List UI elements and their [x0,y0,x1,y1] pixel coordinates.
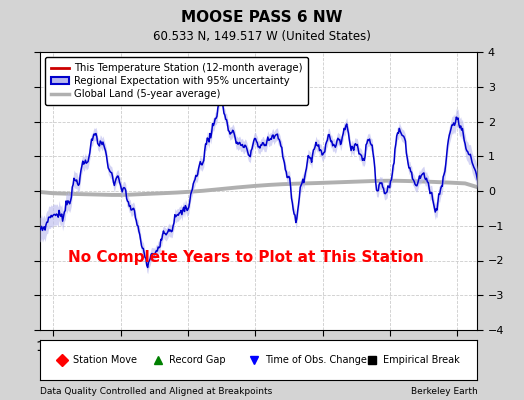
Text: Data Quality Controlled and Aligned at Breakpoints: Data Quality Controlled and Aligned at B… [40,387,272,396]
Legend: This Temperature Station (12-month average), Regional Expectation with 95% uncer: This Temperature Station (12-month avera… [45,57,308,105]
Text: Time of Obs. Change: Time of Obs. Change [265,355,367,365]
Text: 60.533 N, 149.517 W (United States): 60.533 N, 149.517 W (United States) [153,30,371,43]
Text: Berkeley Earth: Berkeley Earth [411,387,477,396]
Text: MOOSE PASS 6 NW: MOOSE PASS 6 NW [181,10,343,25]
Text: Station Move: Station Move [73,355,137,365]
Text: Record Gap: Record Gap [169,355,225,365]
Text: Empirical Break: Empirical Break [383,355,460,365]
Text: No Complete Years to Plot at This Station: No Complete Years to Plot at This Statio… [68,250,423,265]
